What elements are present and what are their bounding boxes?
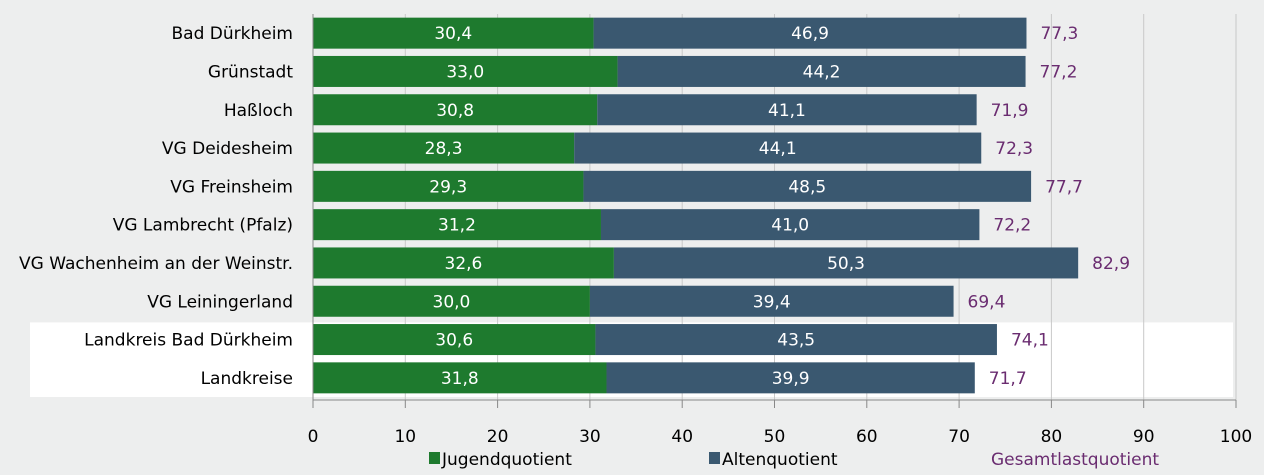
bar-jugendquotient-landkreis-bad-d-rkheim xyxy=(313,324,596,356)
data-label-altenquotient: 39,9 xyxy=(772,369,810,389)
category-label-ha-loch: Haßloch xyxy=(224,101,293,121)
total-label: 71,7 xyxy=(989,369,1027,389)
bar-altenquotient-ha-loch xyxy=(597,94,977,126)
data-label-altenquotient: 44,2 xyxy=(803,62,841,82)
bar-altenquotient-vg-deidesheim xyxy=(574,132,982,164)
x-tick-label: 10 xyxy=(394,427,416,447)
data-label-jugendquotient: 30,6 xyxy=(435,331,473,351)
data-label-jugendquotient: 28,3 xyxy=(425,139,463,159)
data-label-jugendquotient: 31,8 xyxy=(441,369,479,389)
bar-jugendquotient-gr-nstadt xyxy=(313,55,618,87)
legend-swatch-jugendquotient xyxy=(429,452,440,464)
bar-altenquotient-bad-d-rkheim xyxy=(593,17,1027,49)
total-label: 71,9 xyxy=(991,101,1029,121)
x-axis: 0 10 20 30 40 50 60 70 80 90 100 xyxy=(308,14,1252,447)
bar-jugendquotient-vg-freinsheim xyxy=(313,170,584,202)
legend-label-jugendquotient: Jugendquotient xyxy=(441,450,572,470)
total-label: 77,2 xyxy=(1040,62,1078,82)
bar-altenquotient-vg-lambrecht-pfalz xyxy=(600,209,980,241)
data-label-altenquotient: 41,0 xyxy=(771,216,809,236)
category-label-vg-freinsheim: VG Freinsheim xyxy=(170,177,293,197)
data-label-jugendquotient: 29,3 xyxy=(429,177,467,197)
data-label-jugendquotient: 33,0 xyxy=(446,62,484,82)
bar-altenquotient-landkreise xyxy=(606,362,975,394)
data-label-jugendquotient: 30,4 xyxy=(434,24,472,44)
data-label-altenquotient: 41,1 xyxy=(768,101,806,121)
data-label-jugendquotient: 30,8 xyxy=(436,101,474,121)
bar-altenquotient-landkreis-bad-d-rkheim xyxy=(595,324,997,356)
x-tick-label: 0 xyxy=(308,427,319,447)
data-label-altenquotient: 44,1 xyxy=(759,139,797,159)
total-label: 77,7 xyxy=(1045,177,1083,197)
total-label: 82,9 xyxy=(1092,254,1130,274)
x-tick-label: 40 xyxy=(671,427,693,447)
bar-jugendquotient-vg-deidesheim xyxy=(313,132,575,164)
legend-swatch-altenquotient xyxy=(709,452,720,464)
category-label-vg-deidesheim: VG Deidesheim xyxy=(162,139,293,159)
bar-jugendquotient-vg-leiningerland xyxy=(313,285,590,317)
x-tick-label: 80 xyxy=(1041,427,1063,447)
x-tick-label: 20 xyxy=(487,427,509,447)
data-label-altenquotient: 39,4 xyxy=(753,292,791,312)
data-label-altenquotient: 50,3 xyxy=(827,254,865,274)
bar-jugendquotient-bad-d-rkheim xyxy=(313,17,594,49)
bar-jugendquotient-ha-loch xyxy=(313,94,598,126)
x-tick-label: 50 xyxy=(764,427,786,447)
bar-altenquotient-gr-nstadt xyxy=(617,55,1026,87)
category-label-vg-wachenheim-an-der-weinstr: VG Wachenheim an der Weinstr. xyxy=(19,254,293,274)
total-label: 72,3 xyxy=(995,139,1033,159)
x-tick-label: 100 xyxy=(1220,427,1252,447)
data-label-jugendquotient: 31,2 xyxy=(438,216,476,236)
x-tick-label: 30 xyxy=(579,427,601,447)
category-label-landkreise: Landkreise xyxy=(201,369,293,389)
bar-altenquotient-vg-wachenheim-an-der-weinstr xyxy=(613,247,1079,279)
x-tick-label: 60 xyxy=(856,427,878,447)
bar-jugendquotient-vg-lambrecht-pfalz xyxy=(313,209,601,241)
category-labels: Bad Dürkheim Grünstadt Haßloch VG Deideshei… xyxy=(19,24,293,389)
bar-altenquotient-vg-freinsheim xyxy=(583,170,1032,202)
total-label: 77,3 xyxy=(1040,24,1078,44)
x-tick-label: 70 xyxy=(948,427,970,447)
legend-label-gesamtlastquotient: Gesamtlastquotient xyxy=(991,450,1159,470)
category-label-bad-d-rkheim: Bad Dürkheim xyxy=(172,24,294,44)
total-label: 72,2 xyxy=(993,216,1031,236)
category-label-gr-nstadt: Grünstadt xyxy=(208,62,293,82)
bar-altenquotient-vg-leiningerland xyxy=(589,285,954,317)
category-label-vg-lambrecht-pfalz: VG Lambrecht (Pfalz) xyxy=(113,216,293,236)
x-tick-label: 90 xyxy=(1133,427,1155,447)
bars: 30,4 46,9 77,3 33,0 44,2 77,2 30,8 41,1 71,9 28,3… xyxy=(313,17,1130,394)
data-label-jugendquotient: 30,0 xyxy=(433,292,471,312)
data-label-altenquotient: 46,9 xyxy=(791,24,829,44)
data-label-altenquotient: 43,5 xyxy=(777,331,815,351)
data-label-altenquotient: 48,5 xyxy=(788,177,826,197)
bar-jugendquotient-landkreise xyxy=(313,362,607,394)
category-label-vg-leiningerland: VG Leiningerland xyxy=(147,292,293,312)
data-label-jugendquotient: 32,6 xyxy=(445,254,483,274)
legend-label-altenquotient: Altenquotient xyxy=(722,450,838,470)
category-label-landkreis-bad-d-rkheim: Landkreis Bad Dürkheim xyxy=(84,331,293,351)
legend: Jugendquotient Altenquotient Gesamtlastquo… xyxy=(429,450,1159,470)
total-label: 69,4 xyxy=(968,292,1006,312)
bar-jugendquotient-vg-wachenheim-an-der-weinstr xyxy=(313,247,614,279)
total-label: 74,1 xyxy=(1011,331,1049,351)
